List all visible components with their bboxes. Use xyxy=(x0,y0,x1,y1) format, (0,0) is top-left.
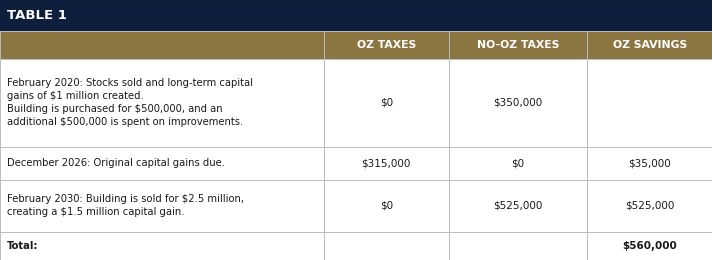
Text: $35,000: $35,000 xyxy=(628,158,671,168)
Text: December 2026: Original capital gains due.: December 2026: Original capital gains du… xyxy=(7,158,225,168)
Bar xyxy=(0,232,712,260)
Text: February 2020: Stocks sold and long-term capital
gains of $1 million created.
Bu: February 2020: Stocks sold and long-term… xyxy=(7,79,253,127)
Bar xyxy=(0,180,712,232)
Text: $350,000: $350,000 xyxy=(493,98,543,108)
Text: February 2030: Building is sold for $2.5 million,
creating a $1.5 million capita: February 2030: Building is sold for $2.5… xyxy=(7,194,244,217)
Text: $0: $0 xyxy=(379,98,393,108)
Text: $525,000: $525,000 xyxy=(493,201,543,211)
Bar xyxy=(0,0,712,31)
Text: NO-OZ TAXES: NO-OZ TAXES xyxy=(477,40,559,50)
Text: Total:: Total: xyxy=(7,241,38,251)
Text: $0: $0 xyxy=(511,158,525,168)
Text: TABLE 1: TABLE 1 xyxy=(7,9,67,22)
Text: $525,000: $525,000 xyxy=(625,201,674,211)
Text: $0: $0 xyxy=(379,201,393,211)
Bar xyxy=(0,147,712,180)
Text: $560,000: $560,000 xyxy=(622,241,677,251)
Bar xyxy=(0,59,712,147)
Bar xyxy=(0,31,712,59)
Text: OZ TAXES: OZ TAXES xyxy=(357,40,416,50)
Text: OZ SAVINGS: OZ SAVINGS xyxy=(612,40,687,50)
Text: $315,000: $315,000 xyxy=(362,158,411,168)
